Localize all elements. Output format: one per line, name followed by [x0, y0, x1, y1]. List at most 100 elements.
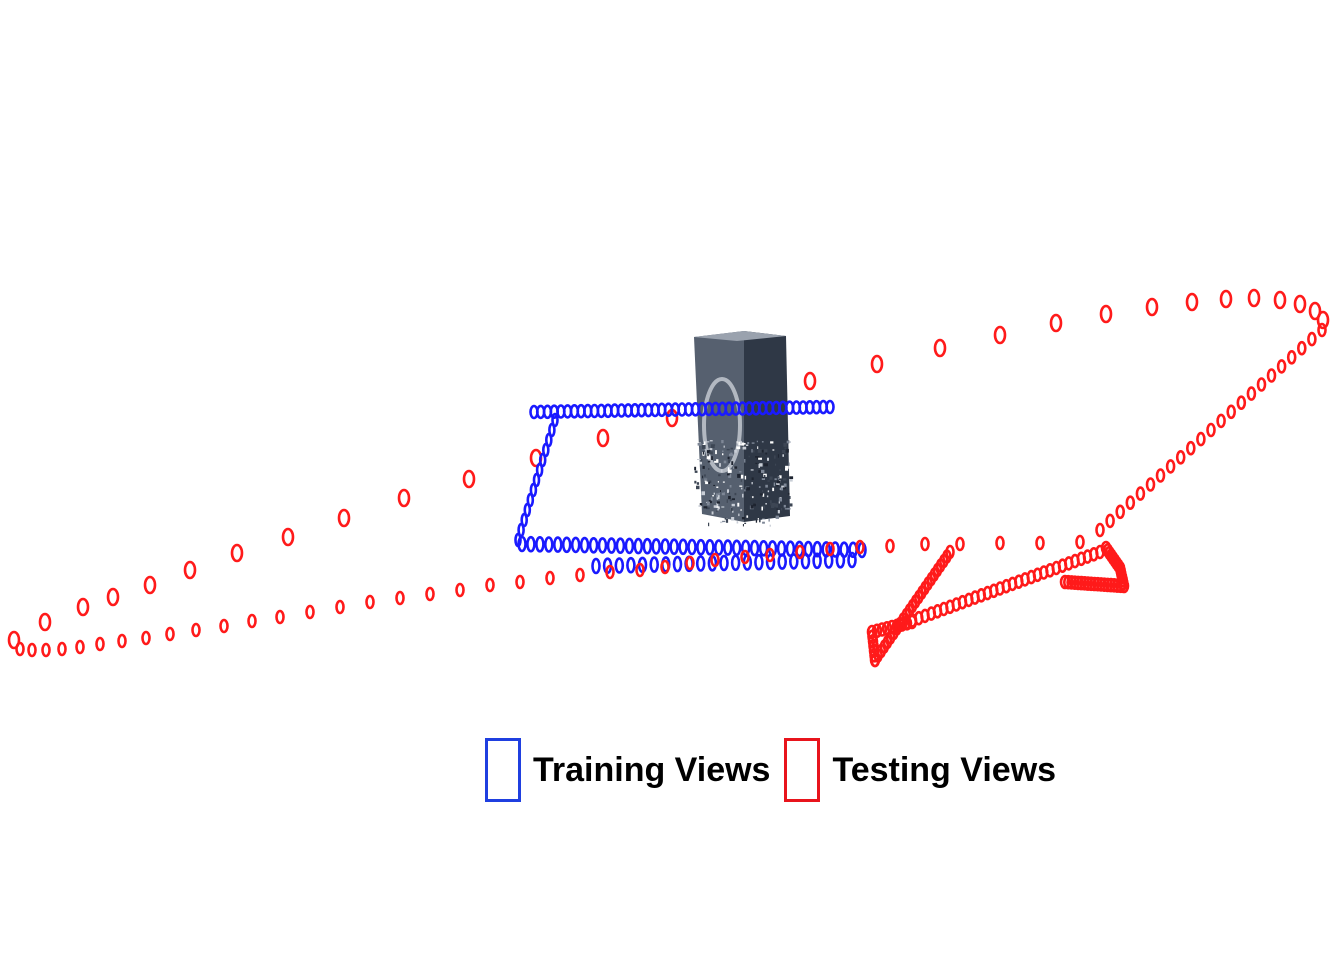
object-point: [777, 510, 780, 514]
object-point: [726, 499, 728, 503]
testing-view-camera: [1256, 377, 1267, 392]
object-point: [777, 454, 779, 458]
object-point: [778, 497, 782, 502]
object-point: [744, 522, 747, 524]
object-point: [784, 452, 787, 455]
object-point: [779, 488, 782, 490]
object-point: [694, 480, 697, 484]
object-point: [738, 513, 740, 517]
testing-view-camera: [545, 570, 555, 586]
object-point: [776, 484, 779, 487]
object-point: [774, 455, 776, 459]
object-point: [699, 461, 702, 465]
object-point: [708, 480, 712, 484]
testing-view-camera: [901, 615, 913, 631]
testing-view-camera: [685, 555, 695, 571]
object-point: [716, 459, 719, 463]
testing-view-camera: [660, 559, 670, 575]
object-point: [751, 477, 754, 480]
object-point: [720, 490, 721, 492]
object-point: [765, 503, 767, 505]
object-point: [702, 445, 706, 449]
object-point: [775, 463, 777, 466]
object-point: [787, 492, 790, 495]
training-view-camera: [597, 537, 608, 554]
object-point: [715, 450, 717, 455]
object-point: [727, 467, 730, 472]
object-point: [715, 506, 719, 508]
training-view-camera: [835, 551, 846, 569]
object-point: [705, 481, 709, 485]
testing-view-camera: [143, 575, 157, 595]
training-view-camera: [561, 536, 572, 554]
testing-view-camera: [993, 325, 1007, 345]
testing-view-camera: [740, 549, 750, 565]
object-point: [789, 441, 791, 443]
object-point: [776, 508, 778, 510]
object-point: [759, 519, 761, 523]
training-view-camera: [705, 538, 715, 556]
object-point: [704, 441, 706, 445]
testing-view-camera: [596, 428, 610, 448]
object-point: [752, 496, 754, 499]
testing-view-camera: [1307, 331, 1317, 347]
object-point: [789, 496, 791, 499]
object-point: [751, 442, 755, 444]
object-point: [737, 473, 741, 478]
testing-view-camera: [1286, 349, 1297, 365]
object-texture-speckle: [694, 440, 794, 527]
object-point: [698, 505, 701, 507]
training-view-camera: [825, 399, 835, 415]
object-point: [758, 486, 761, 488]
training-view-camera: [788, 553, 799, 570]
testing-view-camera: [1035, 535, 1045, 551]
object-point: [713, 492, 715, 495]
object-point: [786, 448, 789, 453]
testing-view-camera: [1049, 313, 1063, 333]
object-point: [705, 456, 708, 458]
object-point: [742, 446, 747, 450]
testing-view-camera: [881, 620, 893, 636]
object-point: [786, 440, 789, 444]
object-point: [778, 501, 780, 504]
object-point: [782, 454, 784, 457]
object-point: [697, 459, 701, 460]
object-point: [747, 442, 750, 445]
training-view-camera: [669, 538, 679, 556]
object-point: [740, 509, 742, 511]
object-point: [704, 480, 707, 482]
training-view-camera: [730, 554, 741, 572]
object-point: [703, 451, 704, 455]
object-point: [731, 498, 735, 501]
object-point: [755, 456, 759, 458]
object-point: [788, 503, 793, 507]
object-point: [746, 515, 749, 518]
object-point: [711, 456, 713, 460]
object-point: [731, 503, 735, 507]
object-point: [731, 517, 735, 521]
testing-view-camera: [1095, 577, 1107, 592]
object-point: [718, 492, 720, 494]
testing-view-camera: [795, 544, 805, 560]
testing-view-camera: [1075, 534, 1085, 550]
object-point: [741, 517, 745, 520]
testing-view-camera: [27, 642, 37, 658]
testing-view-camera: [1115, 578, 1126, 594]
training-view-camera: [812, 540, 823, 558]
testing-view-camera: [1206, 422, 1216, 438]
testing-view-camera: [1276, 359, 1287, 374]
training-view-camera: [687, 538, 697, 556]
testing-view-camera: [191, 622, 201, 638]
object-point: [741, 444, 744, 447]
training-view-camera: [696, 538, 706, 556]
object-point: [750, 469, 754, 471]
testing-views-trajectory: [7, 288, 1330, 650]
object-point: [730, 452, 733, 455]
legend-item-training: Training Views: [485, 738, 770, 802]
object-point: [717, 508, 719, 511]
testing-view-camera: [1115, 504, 1125, 520]
object-point: [785, 465, 789, 469]
testing-view-camera: [1293, 294, 1307, 314]
testing-view-camera: [1063, 574, 1074, 590]
training-view-camera: [535, 535, 545, 553]
